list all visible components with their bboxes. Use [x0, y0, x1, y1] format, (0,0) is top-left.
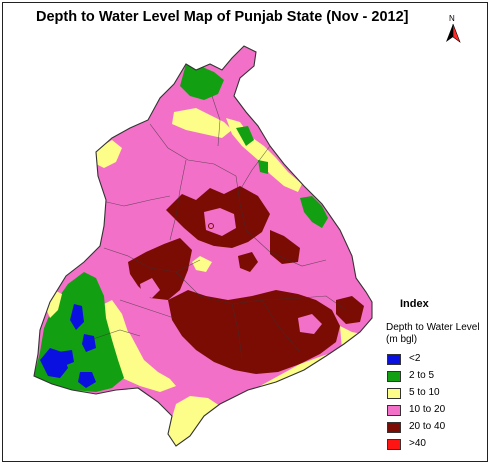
legend-label: >40: [409, 438, 426, 449]
legend-label: <2: [409, 353, 421, 364]
legend-label: 2 to 5: [409, 370, 435, 381]
legend-label: 20 to 40: [409, 421, 446, 432]
legend-swatch: [387, 388, 401, 399]
legend-item: 20 to 40: [387, 420, 483, 437]
legend-swatch: [387, 354, 401, 365]
legend-swatch: [387, 439, 401, 450]
legend-items: <2 2 to 5 5 to 10 10 to 20 20 to 40 >40: [387, 352, 483, 454]
legend-title: Index: [400, 298, 429, 310]
legend-swatch: [387, 371, 401, 382]
legend-item: 5 to 10: [387, 386, 483, 403]
legend-label: 5 to 10: [409, 387, 440, 398]
legend-swatch: [387, 422, 401, 433]
legend-item: 10 to 20: [387, 403, 483, 420]
north-label: N: [449, 14, 455, 23]
legend-item: <2: [387, 352, 483, 369]
map-title: Depth to Water Level Map of Punjab State…: [36, 9, 409, 25]
legend-item: >40: [387, 437, 483, 454]
legend-label: 10 to 20: [409, 404, 446, 415]
north-arrow-icon: N: [440, 14, 466, 46]
legend-item: 2 to 5: [387, 369, 483, 386]
legend-subtitle: Depth to Water Level (m bgl): [386, 322, 480, 345]
legend-swatch: [387, 405, 401, 416]
